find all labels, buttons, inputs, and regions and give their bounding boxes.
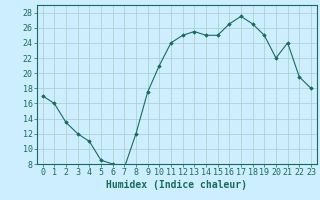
X-axis label: Humidex (Indice chaleur): Humidex (Indice chaleur) [106,180,247,190]
